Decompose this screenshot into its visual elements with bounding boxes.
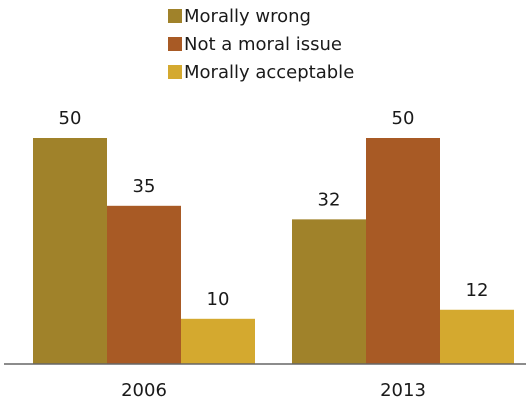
chart-data-labels: 50 35 10 32 50 12 (59, 108, 489, 310)
bar-morally-wrong-2006 (33, 138, 107, 364)
x-tick-label-2006: 2006 (121, 380, 167, 401)
bar-morally-acceptable-2013 (440, 309, 514, 364)
legend-swatch-morally-wrong (168, 9, 182, 23)
legend-label-not-a-moral-issue: Not a moral issue (184, 34, 342, 55)
legend-label-morally-wrong: Morally wrong (184, 6, 311, 27)
legend-label-morally-acceptable: Morally acceptable (184, 62, 354, 83)
chart-legend: Morally wrong Not a moral issue Morally ac… (168, 6, 354, 83)
legend-swatch-not-a-moral-issue (168, 37, 182, 51)
chart-bars (33, 138, 514, 364)
data-label-not-a-moral-issue-2013: 50 (392, 108, 415, 129)
bar-not-a-moral-issue-2013 (366, 138, 440, 364)
data-label-morally-acceptable-2006: 10 (207, 289, 230, 310)
bar-morally-wrong-2013 (292, 219, 366, 364)
bar-morally-acceptable-2006 (181, 318, 255, 364)
x-tick-label-2013: 2013 (380, 380, 426, 401)
data-label-morally-wrong-2013: 32 (318, 189, 341, 210)
data-label-morally-wrong-2006: 50 (59, 108, 82, 129)
legend-swatch-morally-acceptable (168, 65, 182, 79)
bar-not-a-moral-issue-2006 (107, 205, 181, 364)
x-axis-tick-labels: 2006 2013 (121, 380, 426, 401)
data-label-morally-acceptable-2013: 12 (466, 280, 489, 301)
data-label-not-a-moral-issue-2006: 35 (133, 176, 156, 197)
